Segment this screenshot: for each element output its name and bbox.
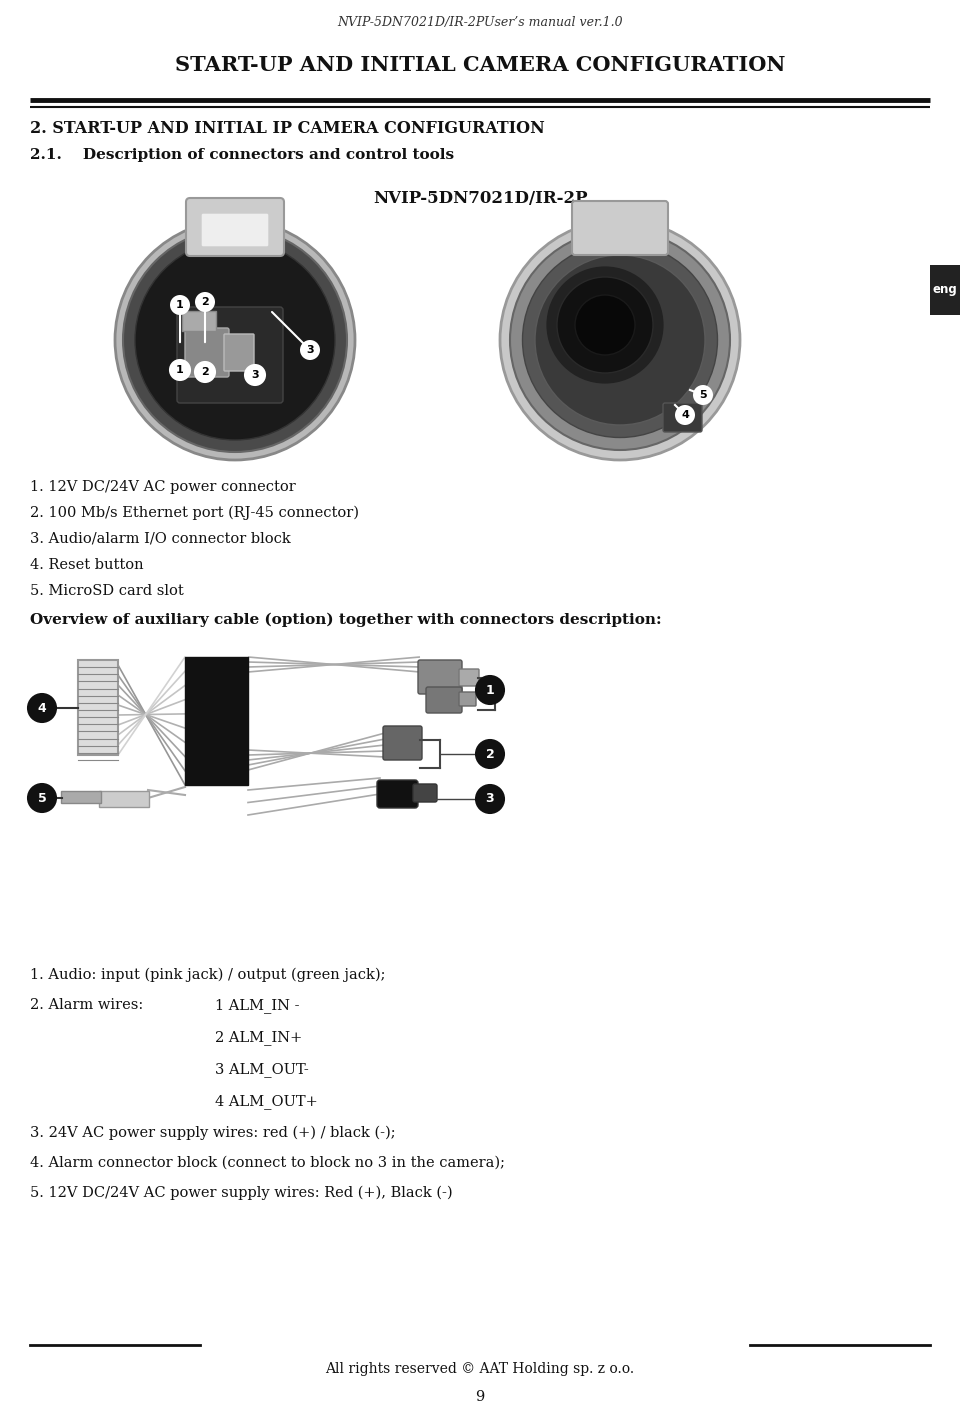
Circle shape [557,276,653,374]
Circle shape [300,340,320,360]
FancyBboxPatch shape [185,329,229,376]
Circle shape [170,360,190,381]
FancyBboxPatch shape [182,312,216,331]
Circle shape [195,292,215,312]
Text: 4. Alarm connector block (connect to block no 3 in the camera);: 4. Alarm connector block (connect to blo… [30,1156,505,1170]
FancyBboxPatch shape [201,213,269,247]
Text: 2. Alarm wires:: 2. Alarm wires: [30,998,143,1012]
FancyBboxPatch shape [459,692,476,706]
Text: 2: 2 [202,367,209,376]
Text: 2.1.    Description of connectors and control tools: 2.1. Description of connectors and contr… [30,148,454,162]
FancyBboxPatch shape [930,265,960,314]
Text: 3. 24V AC power supply wires: red (+) / black (-);: 3. 24V AC power supply wires: red (+) / … [30,1127,396,1141]
Text: 5: 5 [37,791,46,805]
FancyBboxPatch shape [663,403,702,431]
Text: 1. Audio: input (pink jack) / output (green jack);: 1. Audio: input (pink jack) / output (gr… [30,969,386,983]
Text: 9: 9 [475,1390,485,1404]
FancyBboxPatch shape [572,202,668,255]
Text: 5: 5 [699,391,707,400]
FancyBboxPatch shape [377,780,418,808]
Circle shape [476,740,504,768]
Circle shape [693,385,713,405]
FancyBboxPatch shape [383,726,422,760]
FancyBboxPatch shape [186,197,284,257]
Text: 4. Reset button: 4. Reset button [30,558,144,572]
Text: START-UP AND INITIAL CAMERA CONFIGURATION: START-UP AND INITIAL CAMERA CONFIGURATIO… [175,55,785,75]
Text: 2: 2 [486,747,494,760]
Ellipse shape [115,220,355,460]
FancyBboxPatch shape [426,687,462,713]
Circle shape [170,295,190,314]
FancyBboxPatch shape [78,660,118,754]
Circle shape [28,784,56,812]
Text: 2: 2 [202,298,209,307]
Text: 3: 3 [252,369,259,381]
FancyBboxPatch shape [413,784,437,802]
Ellipse shape [510,230,730,450]
Text: All rights reserved © AAT Holding sp. z o.o.: All rights reserved © AAT Holding sp. z … [325,1362,635,1376]
Text: 5. MicroSD card slot: 5. MicroSD card slot [30,584,183,598]
FancyBboxPatch shape [99,791,149,807]
Text: 1. 12V DC/24V AC power connector: 1. 12V DC/24V AC power connector [30,479,296,493]
Circle shape [675,405,695,424]
Text: 2. START-UP AND INITIAL IP CAMERA CONFIGURATION: 2. START-UP AND INITIAL IP CAMERA CONFIG… [30,120,544,137]
Text: 3: 3 [306,345,314,355]
Circle shape [28,694,56,722]
Text: NVIP-5DN7021D/IR-2PUser’s manual ver.1.0: NVIP-5DN7021D/IR-2PUser’s manual ver.1.0 [337,16,623,30]
FancyBboxPatch shape [224,334,254,371]
Text: 3 ALM_OUT-: 3 ALM_OUT- [215,1062,309,1077]
Circle shape [476,675,504,704]
Text: Overview of auxiliary cable (option) together with connectors description:: Overview of auxiliary cable (option) tog… [30,613,661,627]
Text: 3. Audio/alarm I/O connector block: 3. Audio/alarm I/O connector block [30,532,291,546]
Text: 1: 1 [486,684,494,697]
Circle shape [245,365,265,385]
FancyBboxPatch shape [185,657,248,785]
FancyBboxPatch shape [61,791,101,804]
Text: 4 ALM_OUT+: 4 ALM_OUT+ [215,1094,318,1108]
Ellipse shape [135,240,335,440]
Ellipse shape [535,255,705,424]
Ellipse shape [522,243,717,437]
Text: eng: eng [932,283,957,296]
Ellipse shape [123,228,347,453]
FancyBboxPatch shape [459,668,479,687]
FancyBboxPatch shape [177,307,283,403]
Text: 1: 1 [176,300,184,310]
Text: NVIP-5DN7021D/IR-2P: NVIP-5DN7021D/IR-2P [372,190,588,207]
FancyBboxPatch shape [418,660,462,694]
Text: 2 ALM_IN+: 2 ALM_IN+ [215,1029,302,1045]
Text: 4: 4 [681,410,689,420]
Circle shape [575,295,635,355]
Text: 1 ALM_IN -: 1 ALM_IN - [215,998,300,1012]
Circle shape [545,265,665,385]
Text: 4: 4 [37,702,46,715]
Text: 5. 12V DC/24V AC power supply wires: Red (+), Black (-): 5. 12V DC/24V AC power supply wires: Red… [30,1186,452,1200]
Circle shape [195,362,215,382]
Text: 1: 1 [176,365,184,375]
Ellipse shape [500,220,740,460]
Text: 3: 3 [486,792,494,805]
Circle shape [476,785,504,814]
Text: 2. 100 Mb/s Ethernet port (RJ-45 connector): 2. 100 Mb/s Ethernet port (RJ-45 connect… [30,506,359,520]
